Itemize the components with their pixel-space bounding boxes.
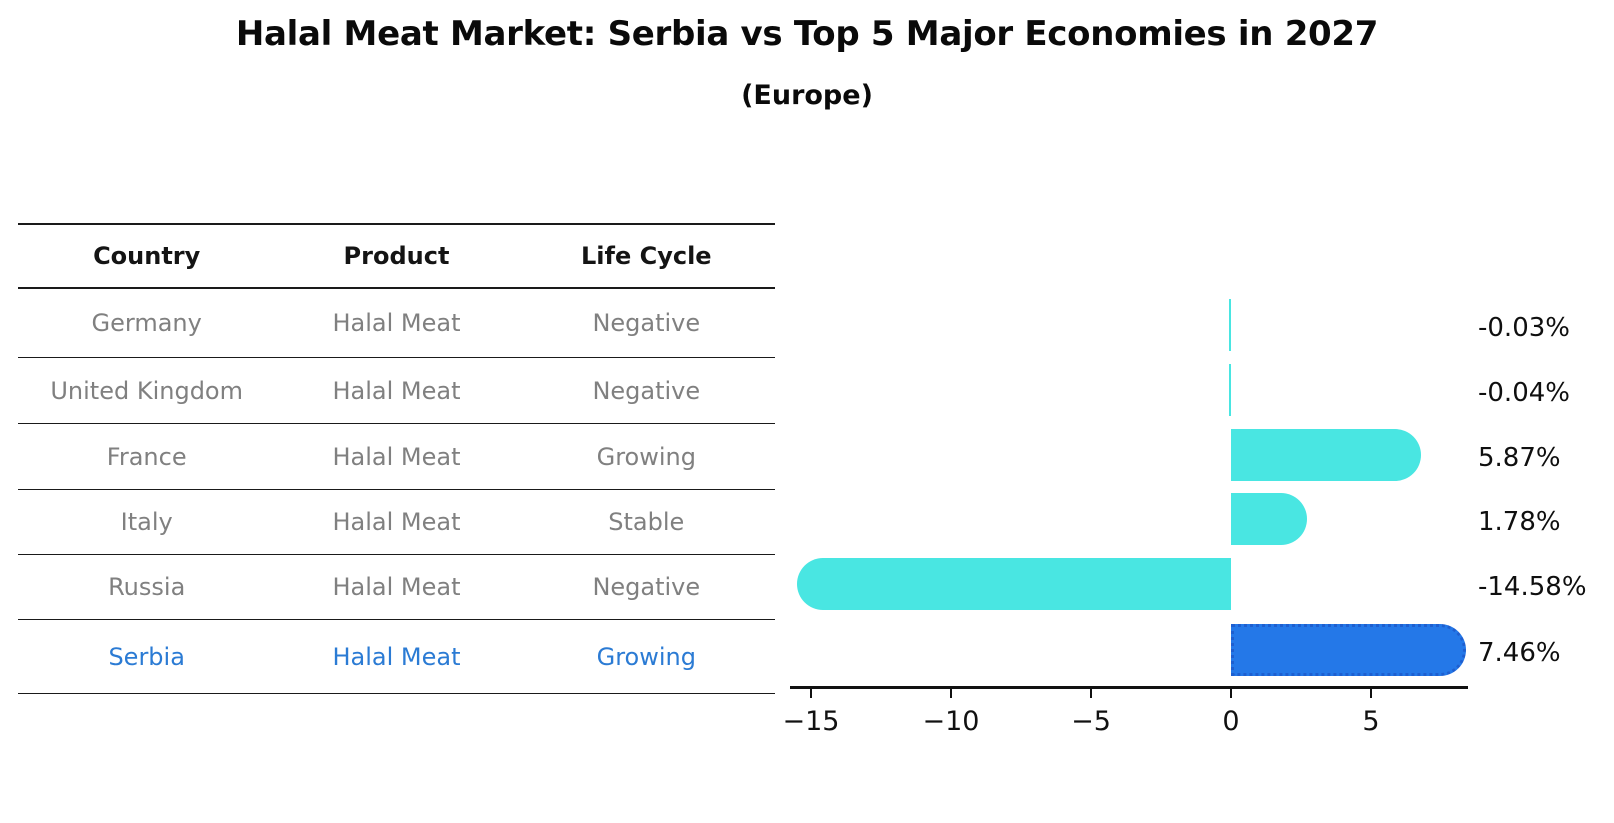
cell-life-cycle: Growing xyxy=(596,642,696,671)
table-row-serbia: Serbia Halal Meat Growing xyxy=(18,620,775,694)
bar-value-label: -0.03% xyxy=(1478,313,1570,343)
table-row-italy: Italy Halal Meat Stable xyxy=(18,490,775,555)
bar-france xyxy=(1231,428,1422,481)
cell-country: United Kingdom xyxy=(50,376,243,405)
bar-value-label: 7.46% xyxy=(1478,638,1561,668)
cell-life-cycle: Negative xyxy=(592,573,701,601)
bar-value-label: -14.58% xyxy=(1478,572,1587,602)
bar-serbia xyxy=(1231,624,1466,676)
bar-italy xyxy=(1231,493,1307,545)
x-axis-tick-label: 0 xyxy=(1222,706,1240,737)
bar-value-label: -0.04% xyxy=(1478,378,1570,408)
table-header-row: Country Product Life Cycle xyxy=(18,225,775,289)
cell-life-cycle: Negative xyxy=(592,309,701,337)
table-row-united-kingdom: United Kingdom Halal Meat Negative xyxy=(18,358,775,424)
cell-life-cycle: Negative xyxy=(592,376,701,405)
cell-product: Halal Meat xyxy=(332,309,461,337)
bar-united-kingdom xyxy=(1228,364,1231,416)
x-axis xyxy=(790,686,1468,689)
cell-country: Russia xyxy=(108,573,186,601)
cell-product: Halal Meat xyxy=(332,442,461,471)
cell-product: Halal Meat xyxy=(332,573,461,601)
cell-life-cycle: Stable xyxy=(608,508,685,536)
x-axis-tick xyxy=(949,689,953,698)
cell-product: Halal Meat xyxy=(332,508,461,536)
x-axis-tick xyxy=(809,689,813,698)
header-cell-product: Product xyxy=(343,242,450,270)
cell-country: Serbia xyxy=(108,642,185,671)
bar-value-label: 1.78% xyxy=(1478,507,1561,537)
table-row-russia: Russia Halal Meat Negative xyxy=(18,555,775,620)
cell-product: Halal Meat xyxy=(332,642,461,671)
cell-life-cycle: Growing xyxy=(596,442,696,471)
cell-country: France xyxy=(106,442,187,471)
table-row-france: France Halal Meat Growing xyxy=(18,424,775,490)
x-axis-tick-label: 5 xyxy=(1362,706,1380,737)
table-row-germany: Germany Halal Meat Negative xyxy=(18,289,775,358)
header-cell-life-cycle: Life Cycle xyxy=(581,242,712,270)
x-axis-tick-label: −15 xyxy=(782,706,840,737)
x-axis-tick xyxy=(1229,689,1233,698)
cell-country: Italy xyxy=(120,508,173,536)
data-table: Country Product Life Cycle Germany Halal… xyxy=(18,223,775,694)
bar-value-label: 5.87% xyxy=(1478,442,1561,473)
chart-title: Halal Meat Market: Serbia vs Top 5 Major… xyxy=(235,14,1379,54)
x-axis-tick-label: −5 xyxy=(1071,706,1111,737)
cell-country: Germany xyxy=(91,309,202,337)
cell-product: Halal Meat xyxy=(332,376,461,405)
x-axis-tick xyxy=(1369,689,1373,698)
chart-subtitle: (Europe) xyxy=(741,80,873,111)
bar-russia xyxy=(796,558,1231,610)
bar-germany xyxy=(1228,299,1231,351)
x-axis-tick-label: −10 xyxy=(922,706,980,737)
x-axis-tick xyxy=(1089,689,1093,698)
header-cell-country: Country xyxy=(93,242,201,270)
